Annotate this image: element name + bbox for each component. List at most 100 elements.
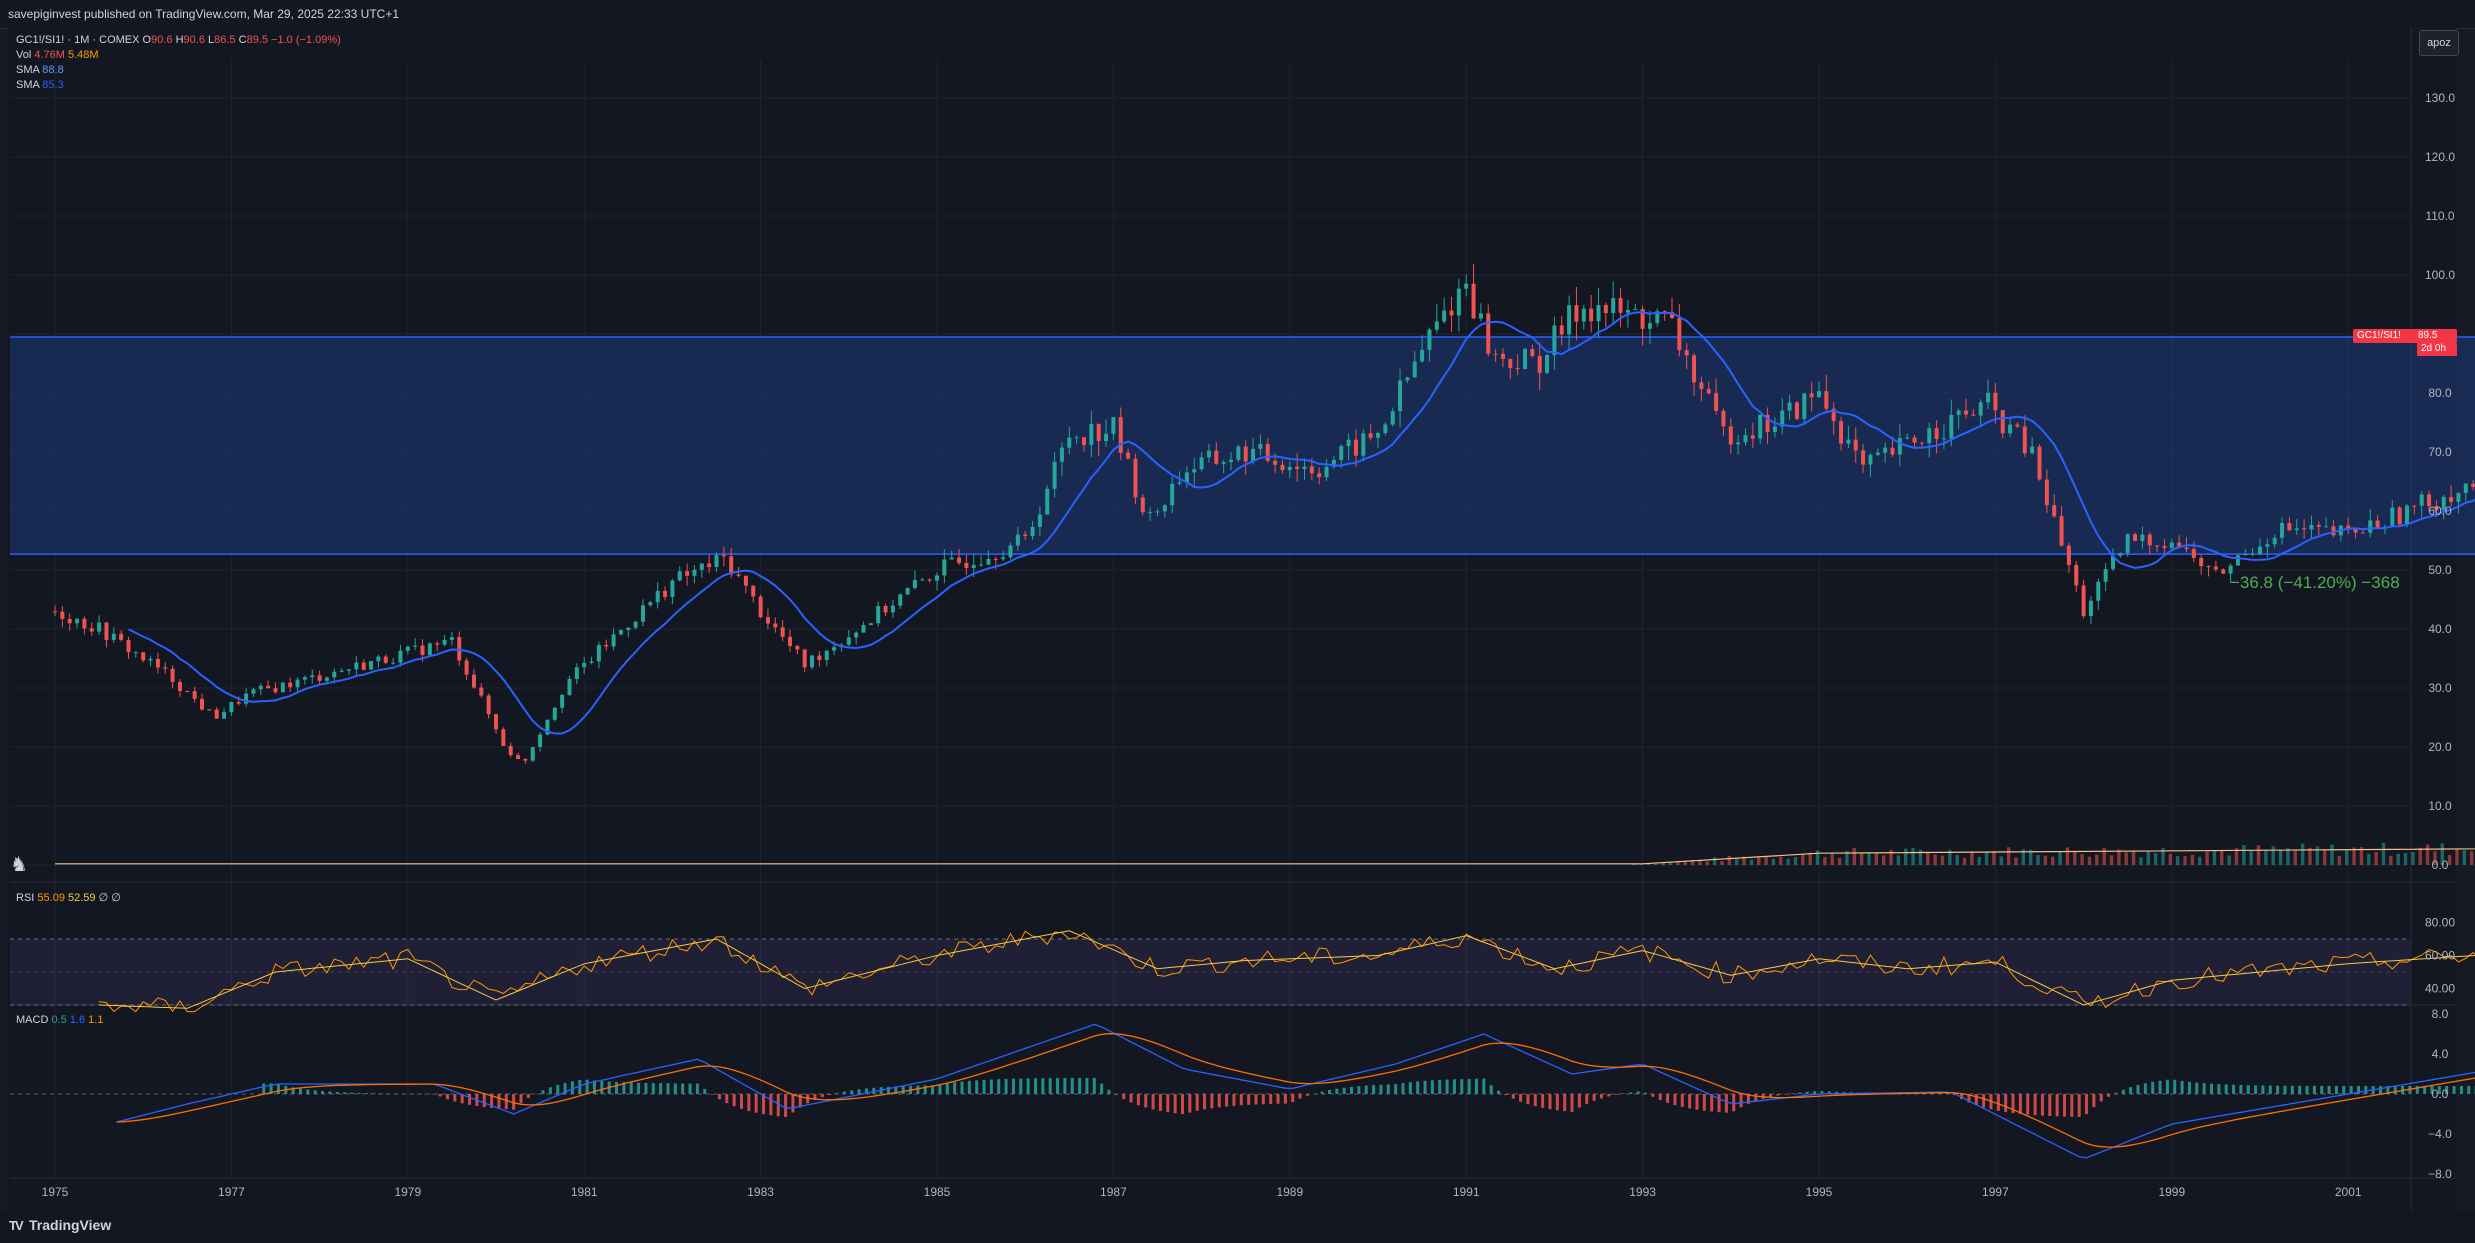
- candle-body: [1008, 545, 1013, 558]
- candle-body: [2294, 528, 2299, 531]
- macd-hist-bar: [1085, 1077, 1089, 1094]
- candle-body: [1030, 526, 1035, 537]
- candle-body: [2324, 526, 2329, 528]
- candle-body: [1949, 414, 1954, 439]
- x-tick-label: 1991: [1453, 1185, 1480, 1199]
- candle-body: [1618, 298, 1623, 313]
- macd-hist-bar: [1835, 1091, 1839, 1094]
- macd-hist-bar: [2033, 1094, 2037, 1116]
- macd-hist-bar: [1452, 1079, 1456, 1094]
- volume-bar: [2036, 854, 2040, 865]
- candle-body: [479, 687, 484, 696]
- macd-hist-bar: [1996, 1094, 2000, 1111]
- macd-legend[interactable]: MACD 0.5 1.6 1.1: [16, 1014, 103, 1026]
- macd-hist-bar: [1430, 1080, 1434, 1094]
- macd-hist-bar: [2077, 1094, 2081, 1117]
- macd-hist-bar: [747, 1094, 751, 1111]
- macd-hist-bar: [2209, 1083, 2213, 1094]
- candle-body: [155, 659, 160, 668]
- macd-hist-bar: [695, 1083, 699, 1094]
- volume-bar: [2058, 851, 2062, 865]
- volume-bar: [2469, 851, 2474, 865]
- macd-hist-bar: [2379, 1086, 2383, 1094]
- candle-body: [2353, 528, 2358, 533]
- price-tick-label: 40.0: [2428, 622, 2452, 636]
- candle-body: [2191, 549, 2196, 558]
- candle-body: [538, 734, 543, 748]
- tradingview-logo[interactable]: TV TradingView: [9, 1217, 111, 1233]
- volume-bar: [2337, 855, 2342, 865]
- macd-hist-bar: [1056, 1078, 1060, 1094]
- macd-hist-bar: [269, 1083, 273, 1094]
- candle-body: [2427, 494, 2432, 507]
- price-tag: GC1!/SI1! 89.5: [2353, 329, 2457, 343]
- candle-body: [1383, 424, 1388, 434]
- macd-line: [116, 1023, 2475, 1159]
- macd-hist-bar: [791, 1094, 795, 1113]
- sma2-legend[interactable]: SMA 85.3: [16, 79, 64, 91]
- candle-body: [2456, 493, 2461, 502]
- macd-hist-bar: [1739, 1094, 1743, 1108]
- symbol-name[interactable]: GC1!/SI1! · 1M · COMEX: [16, 34, 140, 46]
- macd-hist-bar: [1467, 1078, 1471, 1094]
- apoz-button[interactable]: apoz: [2419, 30, 2459, 56]
- volume-bar: [2447, 854, 2452, 865]
- macd-hist-bar: [1482, 1078, 1486, 1094]
- macd-hist-bar: [1254, 1094, 1258, 1105]
- volume-bar: [2389, 855, 2393, 865]
- candle-body: [1420, 349, 1425, 362]
- sma1-legend[interactable]: SMA 88.8: [16, 64, 64, 76]
- rsi-tick-label: 40.00: [2425, 982, 2455, 996]
- macd-hist-bar: [1666, 1094, 1670, 1103]
- volume-bar: [2381, 842, 2386, 865]
- candle-body: [273, 688, 278, 693]
- candle-body: [398, 650, 403, 663]
- candle-body: [2111, 555, 2115, 570]
- volume-bar: [2051, 856, 2055, 865]
- macd-hist-bar: [2437, 1086, 2441, 1094]
- candle-body: [1206, 450, 1211, 458]
- candle-body: [898, 594, 903, 606]
- macd-hist-bar: [431, 1093, 435, 1095]
- range-zone: [10, 336, 2475, 555]
- macd-hist-bar: [276, 1084, 280, 1094]
- candle-body: [1603, 305, 1608, 314]
- macd-hist-bar: [2180, 1080, 2184, 1094]
- macd-hist-bar: [548, 1087, 552, 1094]
- candle-body: [2169, 542, 2174, 548]
- rsi-legend[interactable]: RSI 55.09 52.59 ∅ ∅: [16, 891, 121, 904]
- macd-hist-bar: [1357, 1086, 1361, 1094]
- macd-hist-bar: [1511, 1094, 1515, 1099]
- volume-legend[interactable]: Vol 4.76M 5.48M: [16, 49, 99, 61]
- candle-body: [2066, 545, 2071, 565]
- macd-hist-bar: [754, 1094, 758, 1113]
- candle-body: [1214, 450, 1219, 464]
- macd-hist-bar: [1504, 1094, 1508, 1096]
- candle-body: [817, 655, 822, 661]
- candle-body: [60, 611, 65, 619]
- macd-hist-bar: [2349, 1085, 2353, 1094]
- candle-body: [1758, 414, 1763, 439]
- volume-bar: [1984, 852, 1989, 865]
- macd-hist-bar: [2070, 1094, 2074, 1117]
- volume-bar: [1801, 854, 1805, 865]
- macd-hist-bar: [828, 1094, 832, 1095]
- macd-hist-bar: [2320, 1085, 2324, 1094]
- candle-body: [2177, 542, 2182, 548]
- macd-hist-bar: [1305, 1094, 1309, 1096]
- candle-body: [501, 729, 506, 746]
- volume-bar: [1940, 855, 1945, 865]
- candle-body: [1140, 497, 1145, 513]
- price-tick-label: 80.0: [2428, 386, 2452, 400]
- macd-hist-bar: [1180, 1094, 1184, 1115]
- candle-body: [2147, 534, 2152, 546]
- rsi-value-2: 52.59: [68, 892, 96, 904]
- candle-body: [354, 662, 359, 670]
- macd-hist-bar: [710, 1094, 714, 1095]
- candle-body: [2235, 555, 2240, 566]
- macd-hist-bar: [1585, 1094, 1589, 1104]
- candle-body: [1846, 439, 1851, 444]
- macd-hist-bar: [1651, 1094, 1655, 1097]
- macd-hist-bar: [1526, 1094, 1530, 1105]
